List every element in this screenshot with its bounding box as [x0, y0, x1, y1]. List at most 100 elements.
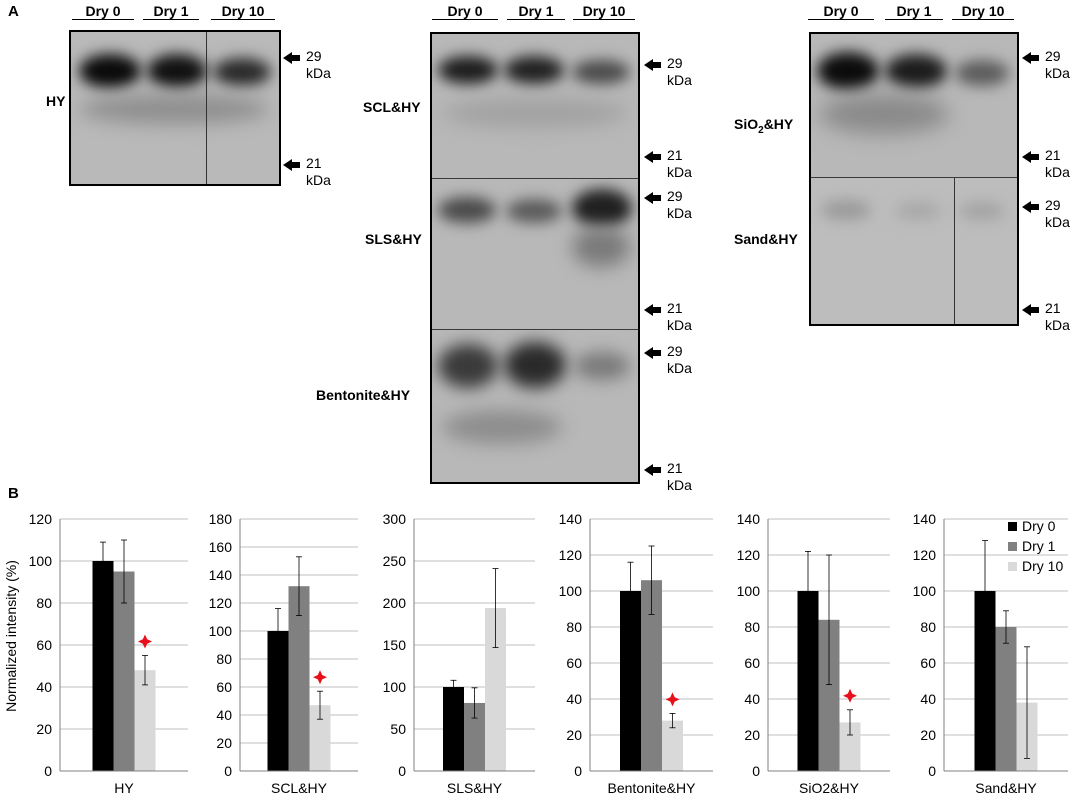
- y-tick-label: 0: [752, 763, 760, 779]
- legend-label: Dry 10: [1022, 558, 1063, 574]
- band: [572, 60, 630, 84]
- marker-size: 29: [667, 188, 683, 204]
- y-tick-label: 100: [29, 553, 53, 569]
- y-tick-label: 20: [566, 727, 582, 743]
- y-tick-label: 100: [559, 583, 583, 599]
- blot-column-3: [809, 32, 1019, 326]
- lane-label-dry1: Dry 1: [885, 3, 943, 20]
- y-tick-label: 80: [36, 595, 52, 611]
- y-tick-label: 140: [209, 567, 233, 583]
- band: [79, 54, 141, 88]
- y-tick-label: 120: [737, 547, 761, 563]
- y-tick-label: 60: [566, 655, 582, 671]
- y-tick-label: 100: [383, 679, 407, 695]
- lane-divider: [206, 32, 207, 184]
- marker-label: 21 kDa: [667, 300, 692, 334]
- bar: [662, 720, 683, 771]
- blot-sand: [811, 178, 1017, 324]
- y-tick-label: 80: [920, 619, 936, 635]
- y-tick-label: 0: [224, 763, 232, 779]
- y-tick-label: 20: [36, 721, 52, 737]
- bar: [92, 561, 114, 771]
- y-tick-label: 20: [216, 735, 232, 751]
- x-category-label: Sand&HY: [975, 780, 1037, 796]
- y-tick-label: 40: [744, 691, 760, 707]
- panel-b-label: B: [8, 485, 19, 502]
- y-tick-label: 160: [209, 539, 233, 555]
- lane-label-dry0: Dry 0: [432, 3, 498, 20]
- sample-label-bentonite: Bentonite&HY: [316, 387, 411, 403]
- bar: [818, 619, 840, 771]
- marker-unit: kDa: [667, 205, 692, 221]
- bar: [464, 702, 485, 771]
- lane-label-dry0: Dry 0: [72, 3, 134, 20]
- sample-label-sand: Sand&HY: [734, 231, 798, 247]
- y-tick-label: 100: [913, 583, 937, 599]
- band: [147, 54, 207, 88]
- bar: [443, 687, 464, 771]
- significance-star-icon: [138, 634, 152, 649]
- bar: [641, 580, 662, 771]
- marker-size: 29: [1045, 197, 1061, 213]
- marker-unit: kDa: [1045, 317, 1070, 333]
- legend-swatch: [1008, 562, 1017, 571]
- section-divider: [811, 177, 1017, 178]
- marker-unit: kDa: [667, 360, 692, 376]
- band: [959, 202, 1005, 220]
- band: [442, 410, 562, 444]
- marker-unit: kDa: [306, 172, 331, 188]
- band: [821, 200, 871, 220]
- bar: [288, 586, 310, 771]
- bar: [309, 705, 331, 771]
- y-tick-label: 140: [913, 511, 937, 527]
- band: [213, 58, 271, 86]
- marker-unit: kDa: [667, 477, 692, 493]
- marker-label: 29 kDa: [667, 188, 692, 222]
- marker-size: 29: [667, 55, 683, 71]
- blot-bentonite: [432, 330, 638, 482]
- y-tick-label: 300: [383, 511, 407, 527]
- bar: [267, 631, 289, 771]
- y-tick-label: 40: [920, 691, 936, 707]
- y-tick-label: 120: [209, 595, 233, 611]
- band: [438, 344, 498, 388]
- marker-unit: kDa: [306, 65, 331, 81]
- blot-sio2: [811, 34, 1017, 177]
- lane-label-dry1: Dry 1: [507, 3, 565, 20]
- bar: [113, 571, 135, 771]
- y-tick-label: 120: [29, 511, 53, 527]
- marker-size: 21: [667, 147, 683, 163]
- y-tick-label: 60: [920, 655, 936, 671]
- y-tick-label: 50: [390, 721, 406, 737]
- section-divider: [432, 178, 638, 179]
- marker-unit: kDa: [1045, 164, 1070, 180]
- x-category-label: SCL&HY: [271, 780, 328, 796]
- x-category-label: SiO2&HY: [799, 780, 860, 796]
- lane-label-dry10: Dry 10: [211, 3, 275, 20]
- section-divider: [432, 329, 638, 330]
- marker-size: 29: [1045, 48, 1061, 64]
- y-tick-label: 120: [559, 547, 583, 563]
- y-tick-label: 0: [44, 763, 52, 779]
- marker-size: 21: [1045, 300, 1061, 316]
- y-axis-label: Normalized intensity (%): [3, 560, 19, 712]
- marker-unit: kDa: [1045, 214, 1070, 230]
- blot-scl: [432, 34, 638, 178]
- lane-label-dry0: Dry 0: [808, 3, 874, 20]
- significance-star-icon: [313, 670, 327, 685]
- blot-sls: [432, 179, 638, 329]
- x-category-label: SLS&HY: [447, 780, 503, 796]
- marker-label: 21 kDa: [306, 155, 331, 189]
- y-tick-label: 80: [216, 651, 232, 667]
- x-category-label: HY: [114, 780, 134, 796]
- y-tick-label: 150: [383, 637, 407, 653]
- marker-size: 29: [667, 343, 683, 359]
- bar: [620, 591, 641, 771]
- y-tick-label: 0: [574, 763, 582, 779]
- bar: [134, 670, 156, 771]
- marker-unit: kDa: [667, 72, 692, 88]
- bar-charts: Normalized intensity (%) 0 20 40 60 80 100 120…: [3, 511, 1068, 796]
- marker-label: 29 kDa: [667, 343, 692, 377]
- marker-size: 21: [667, 300, 683, 316]
- lane-label-dry10: Dry 10: [573, 3, 635, 20]
